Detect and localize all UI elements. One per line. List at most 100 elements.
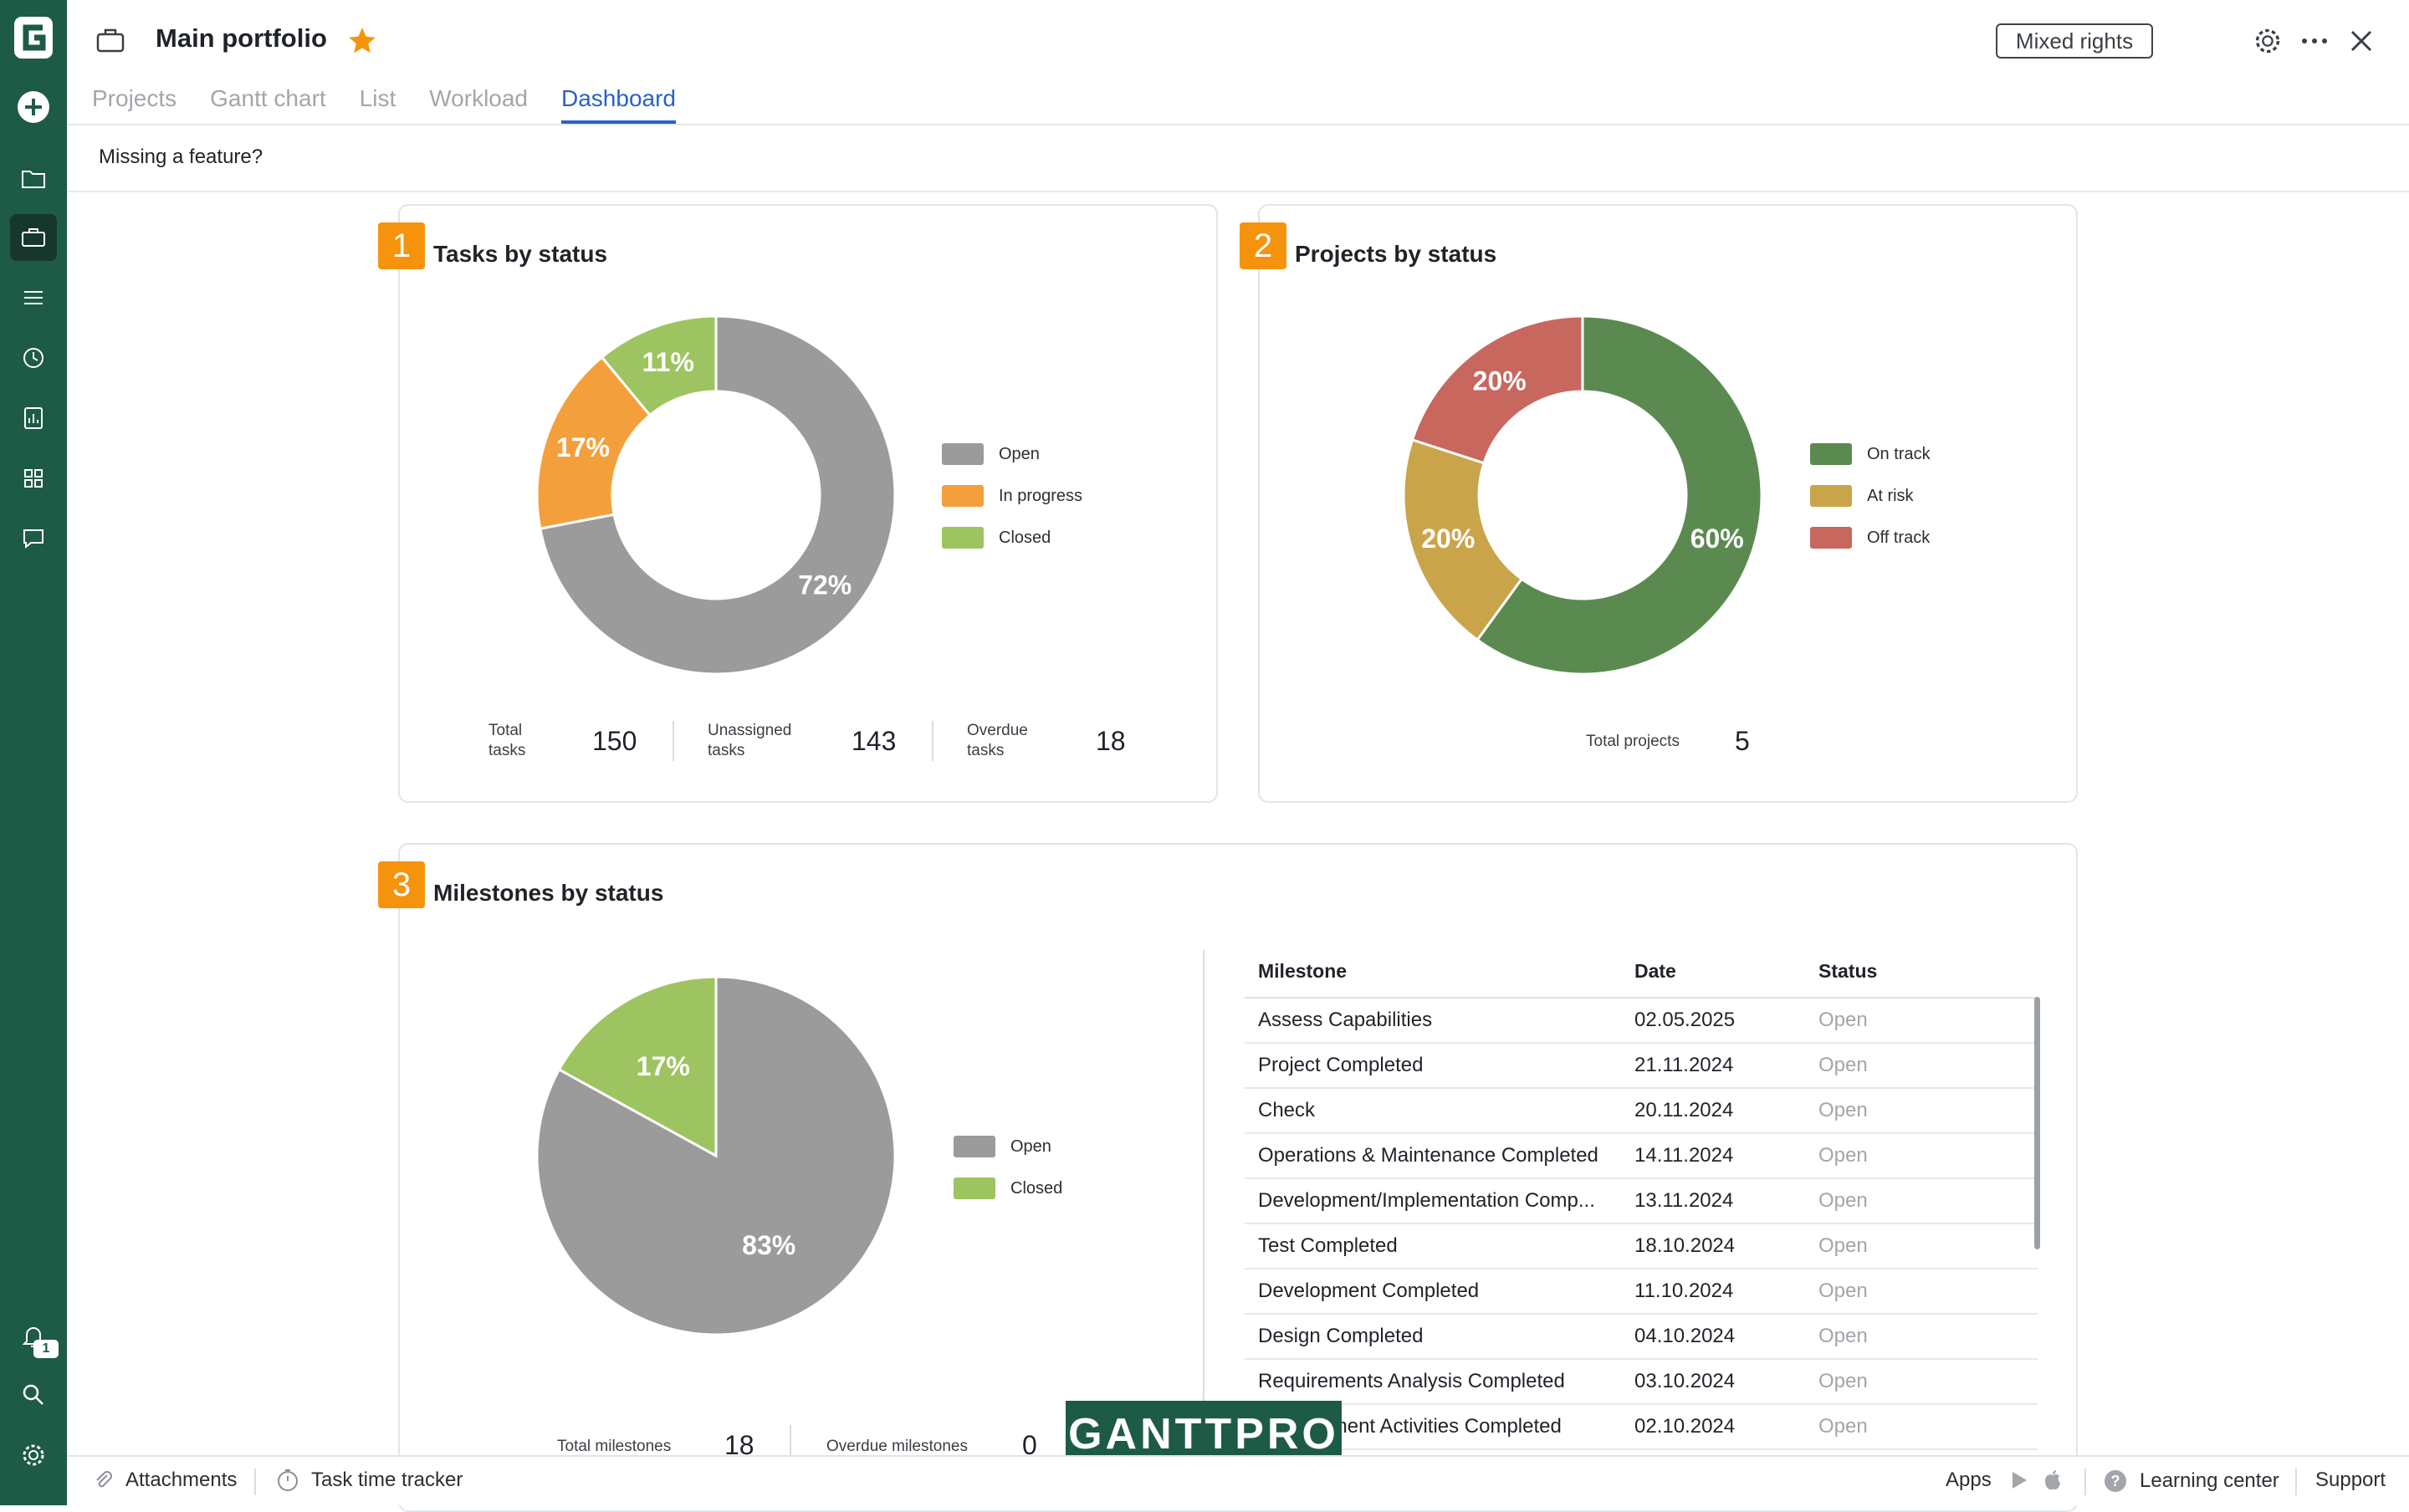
settings-button[interactable]	[10, 1432, 57, 1479]
bottom-divider	[2295, 1469, 2297, 1495]
table-row[interactable]: Requirements Analysis Completed 03.10.202…	[1245, 1360, 2038, 1405]
milestone-date: 21.11.2024	[1634, 1054, 1734, 1076]
sidebar-item-time[interactable]	[10, 335, 57, 381]
stat-label-line: Unassigned	[708, 722, 792, 739]
table-row[interactable]: Development Completed 11.10.2024 Open	[1245, 1269, 2038, 1315]
feature-request-link[interactable]: Missing a feature?	[99, 146, 263, 168]
learning-center-link[interactable]: ? Learning center	[2103, 1469, 2279, 1494]
legend-item: On track	[1810, 433, 1931, 475]
google-play-icon[interactable]	[2008, 1469, 2030, 1491]
milestone-status: Open	[1818, 1009, 1868, 1031]
legend-item: At risk	[1810, 475, 1931, 517]
legend-item: Open	[942, 433, 1082, 475]
favorite-star-icon[interactable]	[346, 25, 378, 61]
more-options-button[interactable]	[2299, 25, 2330, 57]
gear-icon	[2255, 28, 2280, 54]
milestone-name: Assess Capabilities	[1258, 1009, 1433, 1031]
tab-projects[interactable]: Projects	[92, 85, 177, 111]
table-row[interactable]: Development/Implementation Comp... 13.11.…	[1245, 1179, 2038, 1224]
sidebar-item-apps[interactable]	[10, 455, 57, 502]
pie-slice-closed[interactable]	[557, 975, 718, 1158]
chat-icon	[23, 529, 43, 549]
tab-workload[interactable]: Workload	[429, 85, 529, 111]
stat-label-line: tasks	[708, 742, 745, 759]
stat-label-line: Total	[488, 722, 523, 739]
overdue-milestones-value: 0	[1022, 1430, 1037, 1460]
milestone-status: Open	[1818, 1099, 1868, 1121]
apple-icon[interactable]	[2042, 1469, 2064, 1492]
slice-percent-label: 20%	[1473, 365, 1527, 396]
pie-slice-closed[interactable]	[600, 314, 718, 417]
table-row[interactable]: Project Completed 21.11.2024 Open	[1245, 1044, 2038, 1089]
tab-dashboard[interactable]: Dashboard	[561, 84, 676, 124]
sidebar-item-projects[interactable]	[10, 156, 57, 202]
support-link[interactable]: Support	[2315, 1469, 2386, 1492]
bottom-divider	[254, 1469, 256, 1495]
tasks-by-status-card	[398, 204, 1218, 803]
task-time-tracker-button[interactable]: Task time tracker	[276, 1469, 463, 1492]
milestones-pie-chart: 83% 17%	[535, 975, 897, 1336]
paperclip-icon	[96, 1471, 112, 1488]
milestone-name: Operations & Maintenance Completed	[1258, 1144, 1598, 1167]
list-icon	[24, 291, 43, 304]
table-row[interactable]: Management Activities Completed 02.10.202…	[1245, 1405, 2038, 1450]
pie-slice-open[interactable]	[539, 314, 897, 676]
sidebar-item-portfolios[interactable]	[10, 214, 57, 261]
header: Main portfolio Projects Gantt chart List…	[67, 0, 2409, 125]
learning-center-label: Learning center	[2140, 1469, 2279, 1492]
sidebar-item-chat[interactable]	[10, 515, 57, 562]
table-row[interactable]: Check 20.11.2024 Open	[1245, 1089, 2038, 1134]
mixed-rights-button[interactable]: Mixed rights	[1996, 23, 2153, 59]
page-title: Main portfolio	[156, 23, 327, 53]
legend-swatch	[1810, 485, 1852, 507]
tab-gantt-chart[interactable]: Gantt chart	[210, 85, 326, 111]
clock-icon	[23, 348, 43, 368]
projects-by-status-card	[1258, 204, 2078, 803]
add-button[interactable]	[10, 84, 57, 130]
pie-slice-on-track[interactable]	[1476, 314, 1763, 676]
pie-slice-open[interactable]	[535, 975, 897, 1336]
table-row[interactable]: Assess Capabilities 02.05.2025 Open	[1245, 999, 2038, 1044]
app-logo[interactable]	[14, 17, 53, 59]
close-button[interactable]	[2345, 25, 2377, 57]
search-icon	[23, 1384, 43, 1405]
legend-swatch	[954, 1177, 995, 1199]
milestone-status: Open	[1818, 1144, 1868, 1167]
legend-swatch	[942, 485, 984, 507]
column-header-status[interactable]: Status	[1818, 959, 1878, 982]
search-button[interactable]	[10, 1372, 57, 1418]
table-scrollbar[interactable]	[2034, 997, 2040, 1249]
table-row[interactable]: Test Completed 18.10.2024 Open	[1245, 1224, 2038, 1269]
column-header-milestone[interactable]: Milestone	[1258, 959, 1348, 982]
more-icon	[2302, 38, 2327, 43]
stat-label-line: Overdue	[967, 722, 1028, 739]
tab-list[interactable]: List	[359, 85, 396, 111]
overdue-tasks-label: Overdue tasks	[967, 721, 1028, 761]
column-header-date[interactable]: Date	[1634, 959, 1676, 982]
table-row[interactable]: Design Completed 04.10.2024 Open	[1245, 1315, 2038, 1360]
card-number-badge: 2	[1240, 222, 1286, 269]
support-label: Support	[2315, 1469, 2386, 1491]
sidebar-item-list[interactable]	[10, 274, 57, 321]
table-row[interactable]: Operations & Maintenance Completed 14.11.…	[1245, 1134, 2038, 1179]
milestone-date: 11.10.2024	[1634, 1280, 1734, 1302]
projects-donut-chart: 60% 20% 20%	[1402, 314, 1763, 676]
attachments-button[interactable]: Attachments	[92, 1469, 237, 1492]
milestone-name: Requirements Analysis Completed	[1258, 1370, 1565, 1392]
pie-slice-off-track[interactable]	[1410, 314, 1584, 465]
milestone-date: 18.10.2024	[1634, 1234, 1736, 1257]
settings-gear-button[interactable]	[2252, 25, 2284, 57]
legend-label: On track	[1867, 444, 1931, 463]
stat-divider	[790, 1425, 791, 1455]
view-tabs: Projects Gantt chart List Workload Dashb…	[92, 84, 709, 125]
legend-item: Closed	[942, 517, 1082, 559]
legend-label: Open	[1010, 1137, 1051, 1156]
legend-label: Open	[999, 444, 1040, 463]
apps-link[interactable]: Apps	[1946, 1469, 2064, 1492]
pie-slice-at-risk[interactable]	[1402, 437, 1524, 642]
sidebar-item-reports[interactable]	[10, 395, 57, 442]
banner-divider	[67, 191, 2409, 192]
card-title: Tasks by status	[433, 241, 608, 267]
legend-item: Off track	[1810, 517, 1931, 559]
bottom-divider	[2084, 1469, 2086, 1495]
